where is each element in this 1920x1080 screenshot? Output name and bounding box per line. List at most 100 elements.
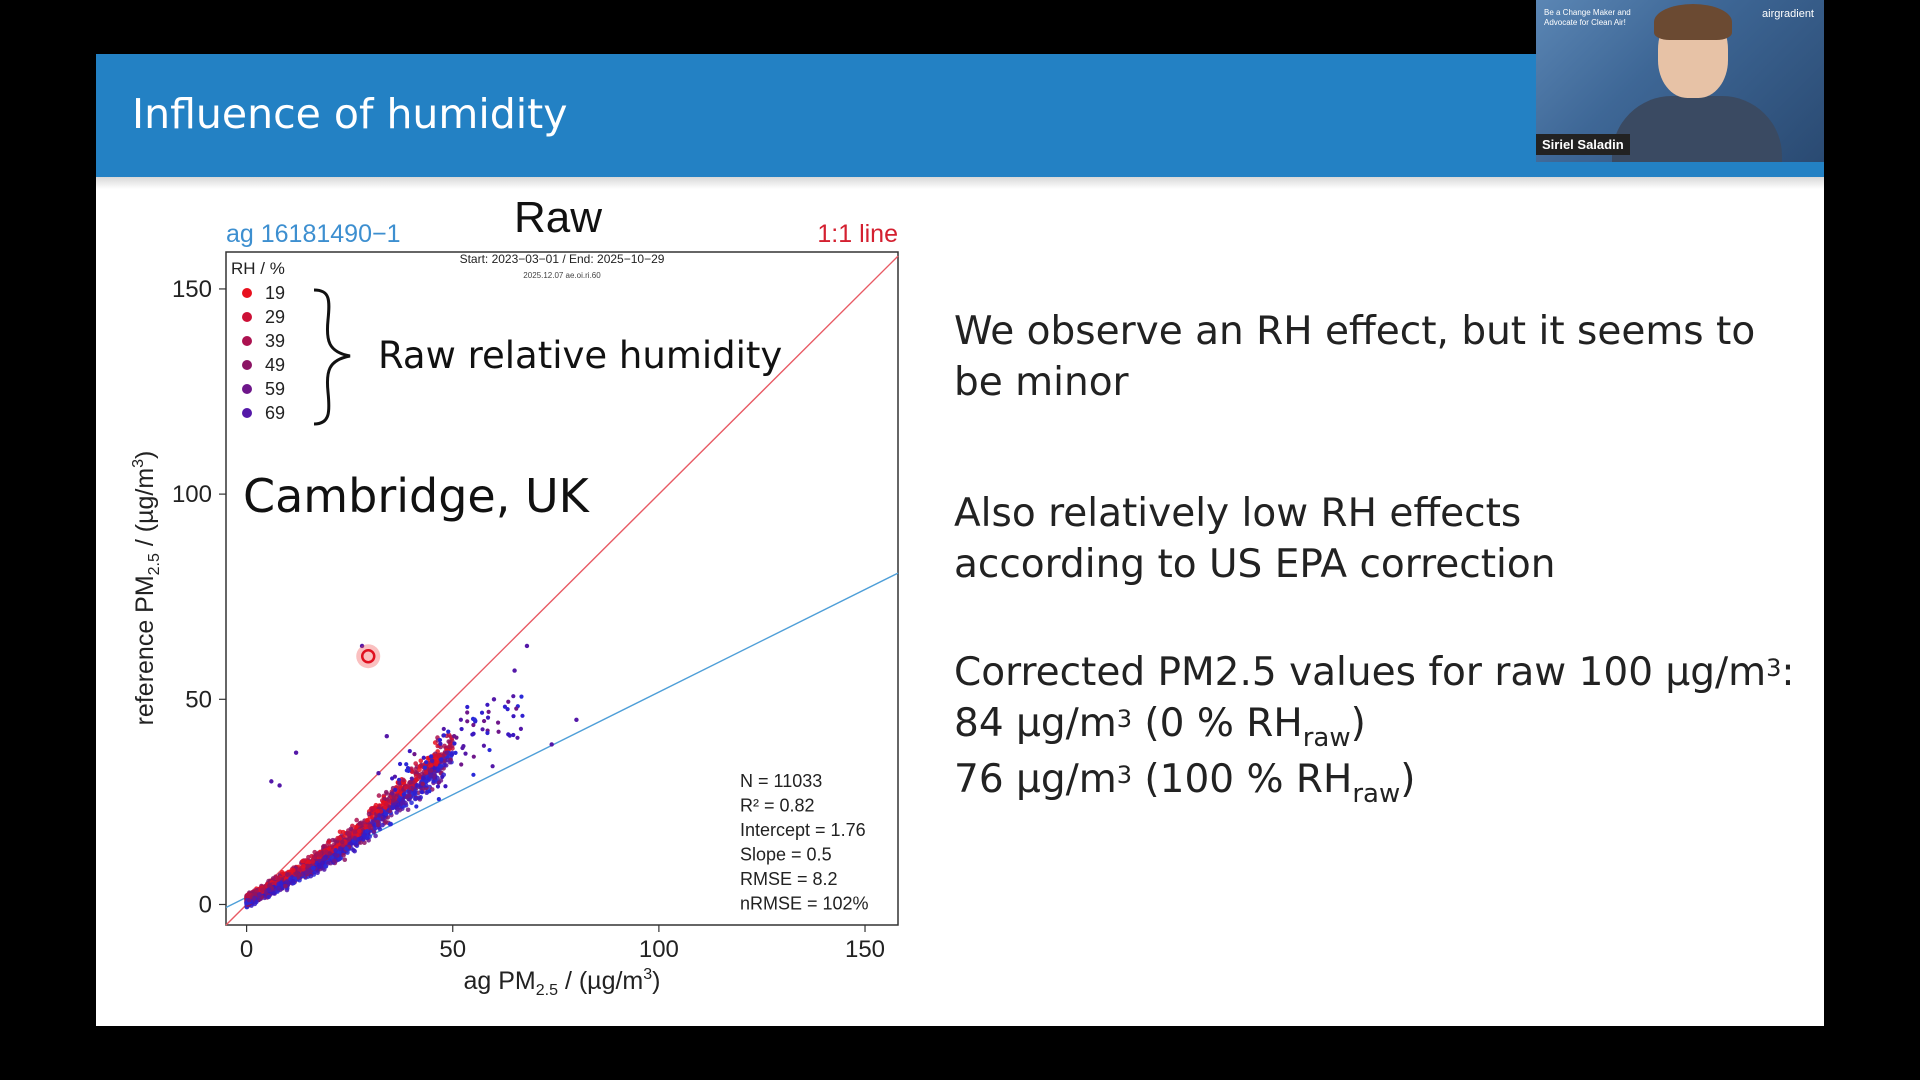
legend-label: 29 (265, 307, 285, 327)
scatter-point (326, 860, 331, 866)
y-tick-label: 100 (172, 481, 212, 508)
scatter-point (428, 773, 433, 778)
scatter-point (251, 896, 257, 901)
scatter-point (310, 865, 316, 871)
scatter-point (511, 732, 516, 738)
stat-line: Intercept = 1.76 (740, 820, 866, 840)
scatter-point (380, 822, 385, 828)
scatter-point (353, 824, 359, 830)
scatter-point (512, 668, 517, 673)
scatter-point (490, 764, 495, 769)
video-tagline: Be a Change Maker and Advocate for Clean… (1544, 8, 1631, 27)
rh-legend: 19 29 39 49 59 69 (242, 283, 285, 423)
x-tick-label: 150 (845, 936, 885, 963)
scatter-point (438, 741, 443, 746)
scatter-point (403, 800, 408, 806)
scatter-point (305, 863, 311, 869)
scatter-point (518, 726, 524, 732)
legend-swatch (242, 384, 252, 394)
scatter-point (253, 891, 259, 897)
scatter-point (259, 887, 265, 893)
x-tick-label: 100 (639, 936, 679, 963)
scatter-point (446, 744, 452, 750)
scatter-point (412, 752, 417, 757)
scatter-point (409, 769, 415, 775)
scatter-point (439, 757, 444, 762)
scatter-point (487, 747, 492, 753)
scatter-point (505, 707, 510, 712)
observation-line-2: be minor (954, 360, 1129, 405)
scatter-point (339, 839, 345, 845)
legend-label: 69 (265, 403, 285, 423)
scatter-point (480, 727, 485, 732)
airgradient-logo: airgradient (1762, 8, 1814, 20)
x-axis-label: ag PM2.5 / (µg/m3) (464, 966, 661, 999)
legend-label: 19 (265, 283, 285, 303)
scatter-point (332, 858, 337, 864)
observation-line-1: We observe an RH effect, but it seems to (954, 309, 1756, 354)
speaker-video-tile[interactable]: Be a Change Maker and Advocate for Clean… (1536, 0, 1824, 162)
scatter-point (414, 783, 420, 788)
y-axis-label: reference PM2.5 / (µg/m3) (130, 451, 163, 726)
scatter-point (502, 704, 508, 709)
y-tick-label: 50 (185, 686, 212, 713)
scatter-point (337, 856, 342, 862)
scatter-point (404, 762, 409, 767)
scatter-point (358, 836, 364, 841)
scatter-point (246, 893, 252, 898)
scatter-point (378, 809, 384, 814)
scatter-point (460, 745, 465, 751)
scatter-point (472, 717, 477, 722)
scatter-point (425, 755, 430, 761)
scatter-point (431, 779, 436, 784)
scatter-point (437, 737, 443, 743)
scatter-point (290, 878, 296, 884)
scatter-point (297, 872, 302, 878)
scatter-point (276, 886, 282, 891)
scatter-point (277, 783, 282, 788)
scatter-point (317, 862, 322, 868)
scatter-point (442, 762, 447, 768)
legend-swatch (242, 288, 252, 298)
scatter-point (423, 783, 429, 788)
scatter-point (396, 777, 402, 782)
scatter-point (420, 781, 426, 787)
x-tick-label: 50 (439, 936, 466, 963)
stat-line: Slope = 0.5 (740, 845, 832, 865)
scatter-point (337, 846, 343, 851)
scatter-point (266, 887, 272, 893)
scatter-point (465, 719, 470, 724)
scatter-point (435, 784, 441, 789)
speaker-name-label: Siriel Saladin (1536, 134, 1630, 155)
highlight-ring (360, 648, 376, 664)
scatter-point (395, 806, 401, 812)
scatter-point (384, 734, 389, 739)
observation-paragraph: We observe an RH effect, but it seems to… (954, 306, 1755, 408)
scatter-point (384, 801, 389, 807)
scatter-point (276, 881, 282, 887)
stat-line: RMSE = 8.2 (740, 869, 838, 889)
scatter-point (486, 709, 491, 714)
scatter-point (246, 897, 252, 903)
scatter-point (447, 759, 453, 765)
corrected-line-2: 84 µg/m3 (0 % RHraw) (954, 701, 1366, 753)
scatter-point (423, 770, 429, 775)
scatter-point (324, 843, 329, 848)
scatter-point (407, 748, 412, 754)
scatter-point (346, 831, 352, 837)
scatter-point (375, 822, 381, 828)
scatter-point (306, 859, 311, 865)
scatter-point (458, 717, 463, 722)
scatter-point (257, 891, 262, 897)
scatter-point (485, 715, 491, 720)
scatter-point (471, 722, 476, 728)
scatter-point (511, 694, 516, 699)
scatter-point (329, 855, 335, 860)
scatter-point (341, 852, 346, 858)
scatter-point (370, 819, 375, 825)
scatter-point (352, 848, 357, 854)
stat-line: nRMSE = 102% (740, 894, 869, 914)
chart-heading: Raw (514, 193, 602, 242)
scatter-point (414, 804, 419, 809)
